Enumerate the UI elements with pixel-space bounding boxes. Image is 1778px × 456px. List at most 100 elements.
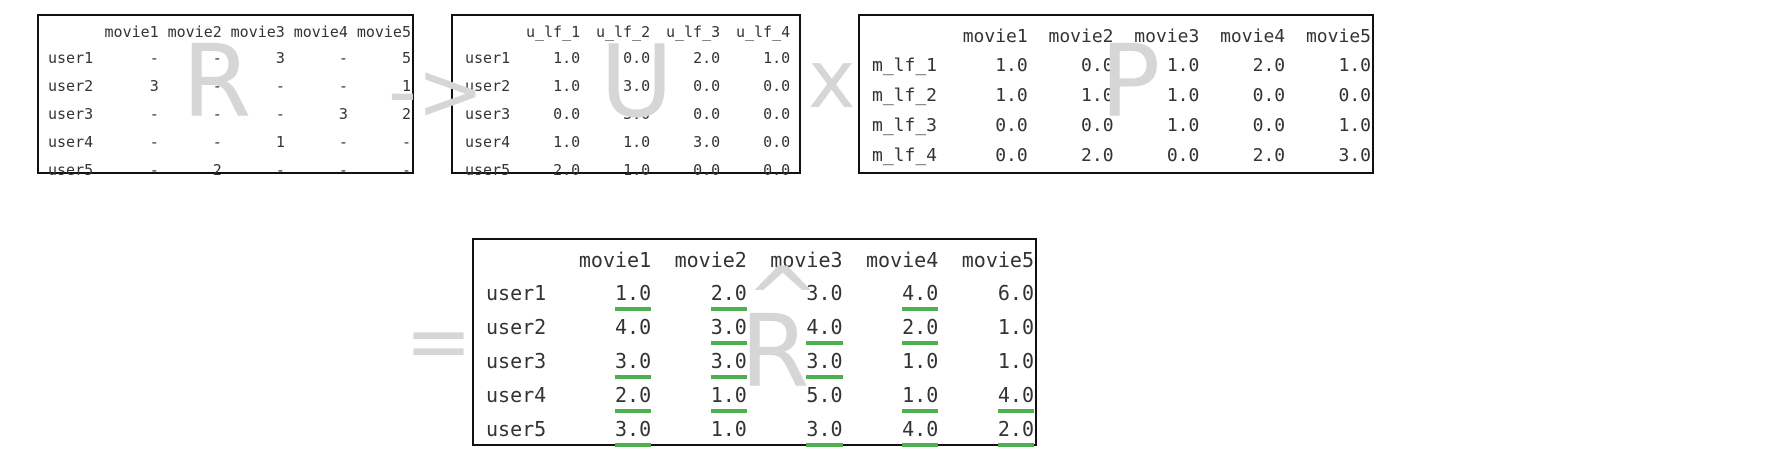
matrix-cell: 1.0 bbox=[844, 344, 940, 378]
predicted-matrix-r-hat: movie1 movie2 movie3 movie4 movie5 user1 1.0 2.… bbox=[472, 238, 1037, 447]
predicted-value: 1.0 bbox=[902, 349, 939, 373]
row-label: m_lf_3 bbox=[872, 114, 938, 136]
matrix-cell: 4.0 bbox=[556, 310, 652, 344]
column-header: movie4 bbox=[1220, 25, 1286, 47]
user-factor-matrix-u: u_lf_1 u_lf_2 u_lf_3 u_lf_4 user1 1.0 0.0 2.0 1.… bbox=[451, 14, 801, 179]
column-header: movie1 bbox=[104, 23, 159, 41]
matrix-cell: 0.0 bbox=[623, 49, 651, 67]
row-label: user2 bbox=[465, 77, 511, 95]
column-header: u_lf_3 bbox=[665, 23, 721, 41]
column-header: movie2 bbox=[1048, 25, 1114, 47]
matrix-cell: 0.0 bbox=[693, 105, 721, 123]
movie-factor-table: movie1 movie2 movie3 movie4 movie5 m_lf_1 1.0 0… bbox=[871, 22, 1372, 170]
matrix-cell: 3 bbox=[338, 105, 348, 123]
matrix-cell: - bbox=[212, 133, 222, 151]
matrix-cell: 4.0 bbox=[939, 378, 1035, 413]
table-row: m_lf_1 1.0 0.0 1.0 2.0 1.0 bbox=[871, 50, 1372, 80]
matrix-cell: 1.0 bbox=[553, 77, 581, 95]
matrix-cell: 0.0 bbox=[1081, 114, 1114, 136]
table-row: user4 2.0 1.0 5.0 1.0 4.0 bbox=[485, 378, 1035, 413]
multiply-operator: x bbox=[808, 33, 856, 126]
known-rating-value: 4.0 bbox=[806, 315, 843, 345]
matrix-cell: 1.0 bbox=[623, 133, 651, 151]
column-header: movie1 bbox=[962, 25, 1028, 47]
matrix-cell: - bbox=[149, 105, 159, 123]
corner-cell bbox=[871, 22, 943, 50]
matrix-cell: 1.0 bbox=[1338, 54, 1371, 76]
matrix-cell: 2.0 bbox=[693, 49, 721, 67]
column-header: u_lf_4 bbox=[735, 23, 791, 41]
user-factor-table: u_lf_1 u_lf_2 u_lf_3 u_lf_4 user1 1.0 0.0 2.0 1.… bbox=[464, 20, 791, 184]
column-header: movie5 bbox=[356, 23, 411, 41]
matrix-cell: 3.0 bbox=[652, 344, 748, 379]
matrix-cell: 2.0 bbox=[844, 310, 940, 345]
predicted-value: 6.0 bbox=[997, 281, 1034, 305]
matrix-cell: - bbox=[338, 49, 348, 67]
rating-matrix-table: movie1 movie2 movie3 movie4 movie5 user1 - - 3 - 5… bbox=[47, 20, 412, 184]
matrix-cell: 0.0 bbox=[995, 144, 1028, 166]
table-row: m_lf_3 0.0 0.0 1.0 0.0 1.0 bbox=[871, 110, 1372, 140]
matrix-cell: 1.0 bbox=[1081, 84, 1114, 106]
row-label: user1 bbox=[465, 49, 511, 67]
matrix-cell: 3.0 bbox=[556, 344, 652, 379]
column-header: movie3 bbox=[230, 23, 285, 41]
header-row: movie1 movie2 movie3 movie4 movie5 bbox=[871, 22, 1372, 50]
predicted-value: 1.0 bbox=[997, 315, 1034, 339]
matrix-cell: 1.0 bbox=[553, 49, 581, 67]
matrix-cell: 1.0 bbox=[556, 276, 652, 311]
table-row: user4 - - 1 - - bbox=[47, 128, 412, 156]
known-rating-value: 2.0 bbox=[615, 383, 652, 413]
row-label: user1 bbox=[48, 49, 94, 67]
matrix-cell: 4.0 bbox=[844, 276, 940, 311]
known-rating-value: 3.0 bbox=[710, 349, 747, 379]
column-header: movie2 bbox=[674, 248, 747, 272]
matrix-cell: 2.0 bbox=[1252, 144, 1286, 166]
matrix-cell: 1.0 bbox=[553, 133, 581, 151]
column-header: u_lf_2 bbox=[595, 23, 651, 41]
predicted-value: 3.0 bbox=[806, 281, 843, 305]
row-label: m_lf_4 bbox=[872, 144, 938, 166]
matrix-cell: 3.0 bbox=[748, 344, 844, 379]
matrix-cell: 1.0 bbox=[623, 161, 651, 179]
matrix-cell: 2.0 bbox=[1081, 144, 1114, 166]
row-label: m_lf_1 bbox=[872, 54, 938, 76]
predicted-value: 1.0 bbox=[710, 417, 747, 441]
matrix-cell: 0.0 bbox=[553, 105, 581, 123]
table-row: m_lf_2 1.0 1.0 1.0 0.0 0.0 bbox=[871, 80, 1372, 110]
matrix-cell: 2.0 bbox=[556, 378, 652, 413]
matrix-cell: - bbox=[338, 77, 348, 95]
matrix-cell: 1.0 bbox=[1166, 114, 1200, 136]
matrix-cell: 1.0 bbox=[939, 310, 1035, 344]
matrix-cell: - bbox=[275, 161, 285, 179]
matrix-cell: 2.0 bbox=[1252, 54, 1286, 76]
predicted-value: 1.0 bbox=[997, 349, 1034, 373]
column-header: u_lf_1 bbox=[525, 23, 581, 41]
matrix-cell: 0.0 bbox=[1081, 54, 1114, 76]
known-rating-value: 2.0 bbox=[902, 315, 939, 345]
matrix-cell: - bbox=[275, 77, 285, 95]
known-rating-value: 4.0 bbox=[997, 383, 1034, 413]
matrix-cell: 4.0 bbox=[844, 412, 940, 447]
table-row: user1 1.0 2.0 3.0 4.0 6.0 bbox=[485, 276, 1035, 311]
matrix-cell: 3.0 bbox=[623, 105, 651, 123]
known-rating-value: 1.0 bbox=[902, 383, 939, 413]
matrix-cell: 0.0 bbox=[693, 161, 721, 179]
matrix-cell: 1 bbox=[401, 77, 411, 95]
column-header: movie3 bbox=[1134, 25, 1200, 47]
row-label: user5 bbox=[486, 417, 547, 441]
row-label: user2 bbox=[486, 315, 547, 339]
matrix-cell: 2 bbox=[212, 161, 222, 179]
row-label: user3 bbox=[465, 105, 511, 123]
table-row: user3 0.0 3.0 0.0 0.0 bbox=[464, 100, 791, 128]
matrix-cell: 1.0 bbox=[939, 344, 1035, 378]
matrix-cell: 3.0 bbox=[652, 310, 748, 345]
known-rating-value: 4.0 bbox=[902, 281, 939, 311]
row-label: user1 bbox=[486, 281, 547, 305]
known-rating-value: 3.0 bbox=[806, 417, 843, 447]
table-row: user2 4.0 3.0 4.0 2.0 1.0 bbox=[485, 310, 1035, 345]
matrix-cell: 0.0 bbox=[1338, 84, 1371, 106]
matrix-cell: 3.0 bbox=[1338, 144, 1371, 166]
known-rating-value: 3.0 bbox=[710, 315, 747, 345]
matrix-cell: 5 bbox=[401, 49, 411, 67]
row-label: user4 bbox=[465, 133, 511, 151]
